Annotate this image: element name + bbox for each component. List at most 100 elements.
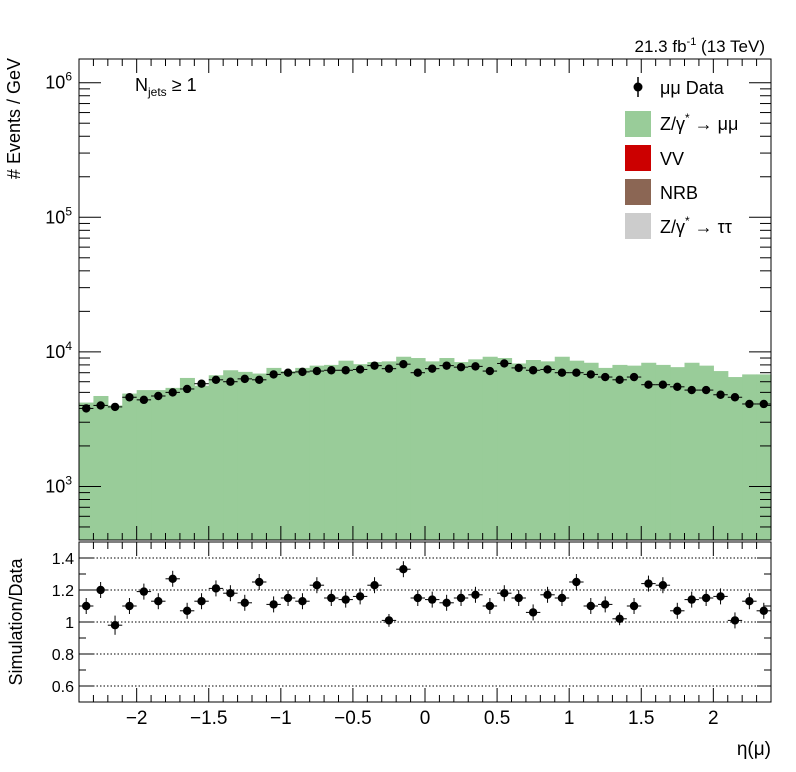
- ratio-point: [471, 590, 480, 599]
- ratio-point: [327, 593, 336, 603]
- ratio-point: [312, 581, 322, 590]
- ratio-point: [182, 606, 192, 615]
- data-point: [716, 390, 725, 399]
- y-tick-label: 105: [45, 204, 72, 227]
- mc-bar: [453, 362, 469, 540]
- mc-bar: [756, 374, 772, 540]
- y-tick-exp: 5: [65, 204, 72, 218]
- data-point: [615, 375, 624, 385]
- data-point: [485, 366, 495, 376]
- y-tick-base: 10: [45, 207, 65, 227]
- ratio-point: [226, 589, 235, 598]
- mc-bar: [684, 362, 700, 540]
- y-tick-label: 104: [45, 339, 72, 362]
- mc-bar: [107, 405, 123, 540]
- xlabel: η(μ): [737, 739, 771, 760]
- ratio-point: [543, 590, 552, 599]
- ratio-point: [730, 616, 740, 625]
- mc-bar: [93, 395, 109, 540]
- ratio-point: [557, 593, 567, 603]
- data-point: [96, 401, 105, 410]
- ratio-point: [586, 601, 595, 611]
- mc-bar: [280, 371, 296, 540]
- mc-bar: [151, 390, 167, 540]
- mc-bar: [439, 358, 455, 540]
- ratio-point: [456, 593, 466, 603]
- mc-bar: [598, 367, 614, 540]
- x-tick-label: −2: [126, 708, 148, 729]
- mc-bar: [396, 356, 412, 540]
- ratio-point: [96, 585, 105, 595]
- mc-bar: [425, 361, 441, 540]
- ratio-y-tick-label: 0.6: [52, 679, 74, 696]
- mc-bar: [79, 402, 95, 540]
- mc-bar: [525, 360, 541, 540]
- legend-entry-vv: VV: [625, 145, 684, 171]
- ratio-point: [745, 597, 754, 606]
- ratio-point: [139, 587, 149, 596]
- data-point: [355, 365, 365, 374]
- mc-bar: [309, 365, 325, 540]
- mc-bar: [583, 362, 599, 540]
- mc-bar: [540, 361, 556, 540]
- ratio-y-tick-label: 0.8: [52, 647, 74, 664]
- mc-bar: [655, 364, 671, 540]
- data-point: [687, 385, 696, 395]
- data-point: [658, 380, 668, 389]
- mc-bar: [670, 367, 686, 540]
- data-point: [384, 364, 394, 373]
- data-point: [701, 385, 711, 395]
- legend-entry-data: μμ Data: [633, 77, 725, 98]
- legend-entry-ztautau: Z/γ* → ττ: [625, 213, 732, 239]
- ratio-point: [211, 584, 221, 593]
- ratio-point: [514, 593, 523, 603]
- data-point: [557, 368, 567, 377]
- data-point: [139, 395, 149, 405]
- mc-bar: [381, 361, 397, 540]
- legend-label-nrb: NRB: [660, 183, 698, 203]
- ratio-point: [168, 574, 177, 583]
- mc-bar: [179, 377, 195, 540]
- ratio-point: [572, 577, 581, 587]
- mc-bar: [122, 393, 138, 540]
- mc-bar: [223, 370, 239, 540]
- ratio-point: [673, 606, 682, 615]
- mc-bar: [468, 359, 484, 540]
- mc-bar: [410, 358, 426, 540]
- data-point: [82, 404, 91, 413]
- legend-label-data: μμ Data: [660, 78, 725, 98]
- data-point: [125, 393, 134, 402]
- ratio-point: [283, 593, 293, 603]
- data-point: [500, 359, 509, 368]
- ratio-point: [687, 595, 696, 604]
- x-tick-label: −1.5: [190, 708, 228, 729]
- mc-bar: [626, 365, 642, 540]
- data-point: [226, 377, 235, 386]
- ratio-point: [500, 589, 509, 598]
- ratio-y-tick-label: 1: [65, 615, 74, 632]
- data-point: [341, 366, 350, 375]
- data-point: [456, 362, 466, 372]
- ratio-point: [269, 600, 278, 609]
- mc-bar: [554, 356, 570, 540]
- y-tick-exp: 4: [65, 339, 72, 353]
- ratio-point: [644, 579, 653, 588]
- mc-bar: [324, 364, 340, 540]
- ratio-point: [355, 592, 365, 601]
- ratio-point: [298, 597, 307, 606]
- y-tick-base: 10: [45, 73, 65, 93]
- data-point: [298, 367, 307, 377]
- data-point: [442, 361, 451, 370]
- y-tick-base: 10: [45, 476, 65, 496]
- legend-swatch-zmumu: [625, 111, 651, 137]
- mc-bar: [367, 362, 383, 540]
- ratio-point: [240, 598, 249, 607]
- data-point: [629, 372, 639, 382]
- ratio-point: [442, 598, 451, 607]
- data-point: [543, 365, 552, 374]
- ratio-point: [615, 614, 624, 623]
- legend-entry-zmumu: Z/γ* → μμ: [625, 111, 738, 137]
- x-tick-label: 0: [420, 708, 431, 729]
- y-tick-exp: 6: [65, 70, 72, 84]
- ratio-panel-grid: [79, 557, 771, 687]
